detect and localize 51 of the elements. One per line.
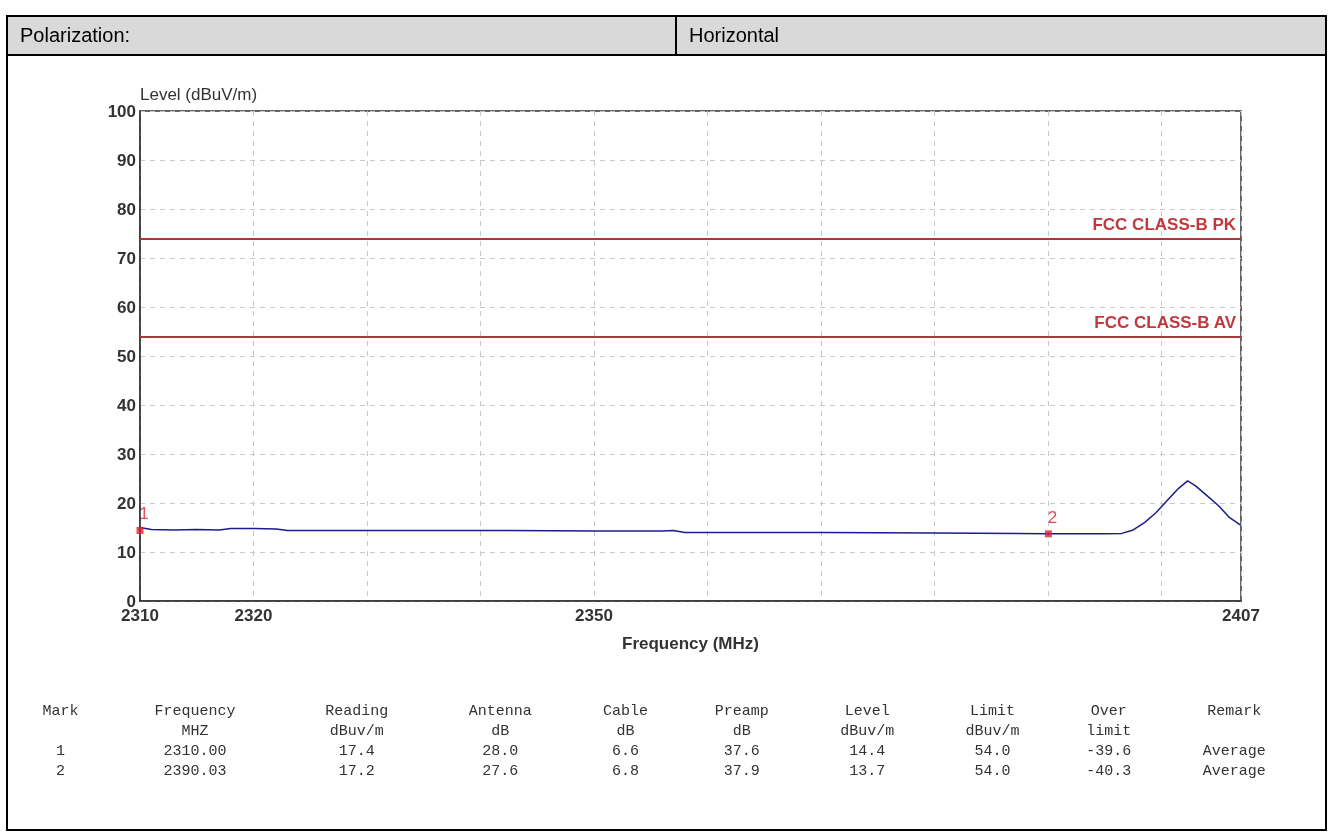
- text: 28.0: [481, 742, 520, 762]
- text: 6.6: [611, 742, 641, 762]
- x-tick-label: 2407: [1222, 606, 1260, 625]
- text: 2390.03: [162, 762, 228, 782]
- text: Average: [1201, 762, 1267, 782]
- text: 1: [54, 742, 66, 762]
- text: Remark: [1206, 702, 1263, 722]
- text: 54.0: [973, 762, 1012, 782]
- y-tick-label: 10: [117, 542, 136, 562]
- text: Frequency MHZ: [153, 702, 237, 742]
- text: Average: [1201, 742, 1267, 762]
- x-axis-title: Frequency (MHz): [622, 634, 759, 653]
- text: 37.9: [722, 762, 761, 782]
- y-tick-label: 50: [117, 346, 136, 366]
- y-tick-label: 70: [117, 248, 136, 268]
- text: Level dBuv/m: [839, 702, 896, 742]
- ref-line-label: FCC CLASS-B AV: [1094, 313, 1237, 333]
- x-tick-label: 2320: [234, 606, 273, 625]
- y-tick-label: 20: [117, 493, 136, 513]
- text: 54.0: [973, 742, 1012, 762]
- text: Preamp dB: [713, 702, 770, 742]
- text: 17.4: [337, 742, 376, 762]
- text: -40.3: [1085, 762, 1133, 782]
- text: Polarization:: [8, 17, 677, 54]
- y-tick-label: 80: [117, 199, 136, 219]
- text: Limit dBuv/m: [964, 702, 1021, 742]
- text: 14.4: [848, 742, 887, 762]
- text: Reading dBuv/m: [324, 702, 390, 742]
- text: 6.8: [611, 762, 641, 782]
- y-tick-label: 30: [117, 444, 136, 464]
- text: 2310.00: [162, 742, 228, 762]
- text: 13.7: [848, 762, 887, 782]
- text: Antenna dB: [467, 702, 533, 742]
- annotation: 2: [1047, 507, 1058, 527]
- y-tick-label: 40: [117, 395, 136, 415]
- y-tick-label: 60: [117, 297, 136, 317]
- text: 2: [54, 762, 66, 782]
- x-tick-label: 2310: [121, 606, 159, 625]
- y-tick-label: 100: [107, 101, 136, 121]
- text: 37.6: [722, 742, 761, 762]
- x-tick-label: 2350: [575, 606, 613, 625]
- y-axis-title: Level (dBuV/m): [140, 84, 258, 104]
- ref-line-label: FCC CLASS-B PK: [1092, 215, 1237, 235]
- text: 27.6: [481, 762, 520, 782]
- text: 17.2: [337, 762, 376, 782]
- text: Over limit: [1085, 702, 1133, 742]
- text: Cable dB: [602, 702, 650, 742]
- text: -39.6: [1085, 742, 1133, 762]
- text: Mark: [41, 702, 80, 722]
- y-tick-label: 90: [117, 150, 136, 170]
- text: Horizontal: [688, 23, 781, 48]
